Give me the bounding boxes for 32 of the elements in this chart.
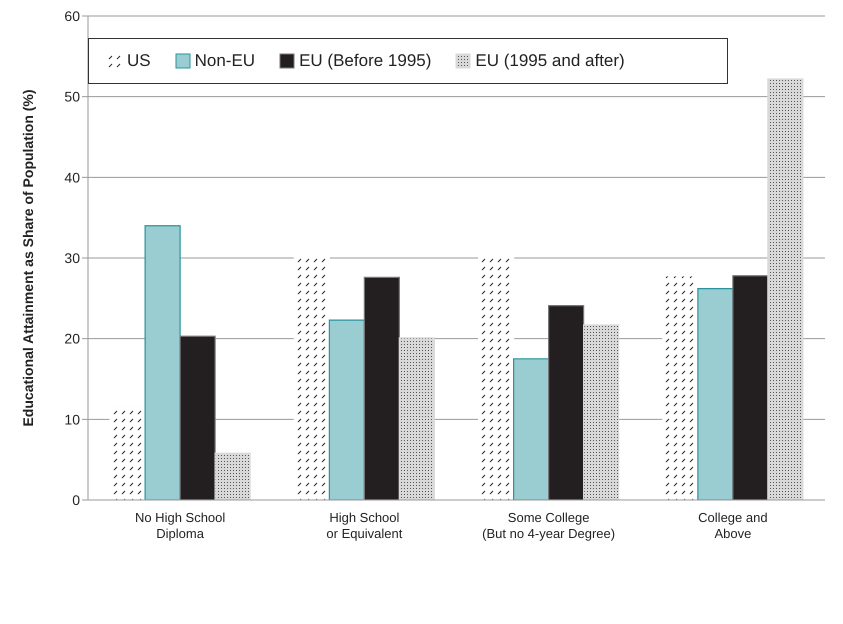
- bar: [144, 225, 181, 500]
- bar: [294, 256, 330, 500]
- bar: [180, 336, 216, 500]
- y-tick-label: 10: [64, 411, 80, 428]
- y-axis-title: Educational Attainment as Share of Population (%): [20, 89, 36, 427]
- legend-label: EU (Before 1995): [299, 51, 432, 71]
- bar: [732, 275, 768, 500]
- bar: [110, 405, 146, 500]
- bar: [767, 78, 804, 500]
- bar: [697, 288, 734, 500]
- bar: [583, 324, 620, 500]
- legend-label: US: [127, 51, 151, 71]
- bar: [328, 320, 365, 500]
- bar: [398, 337, 435, 500]
- legend-label: EU (1995 and after): [475, 51, 625, 71]
- bar: [214, 452, 251, 500]
- x-tick-label: High School or Equivalent: [326, 510, 403, 541]
- bar: [478, 256, 514, 500]
- y-tick-label: 30: [64, 250, 80, 266]
- bar: [364, 276, 400, 500]
- y-tick-label: 40: [64, 169, 80, 186]
- legend-label: Non-EU: [194, 51, 256, 71]
- bar: [662, 275, 698, 500]
- y-tick-label: 0: [72, 492, 80, 508]
- x-tick-label: Some College (But no 4-year Degree): [482, 510, 616, 541]
- x-tick-label: No High School Diploma: [134, 510, 226, 541]
- y-tick-label: 60: [64, 8, 80, 24]
- y-tick-label: 20: [64, 330, 80, 347]
- y-tick-label: 50: [64, 88, 80, 105]
- x-tick-label: College and Above: [698, 510, 768, 541]
- bar: [548, 304, 584, 500]
- bar: [513, 358, 550, 500]
